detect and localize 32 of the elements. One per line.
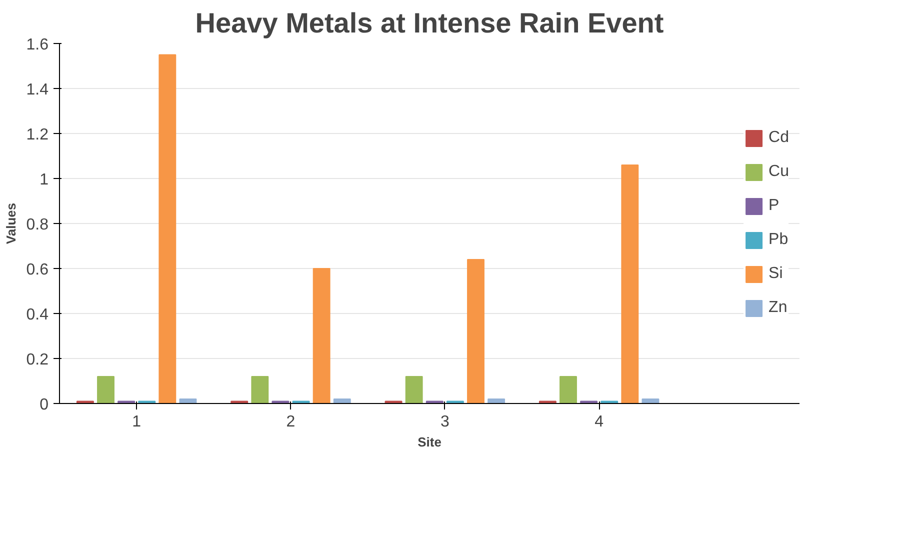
chart-title: Heavy Metals at Intense Rain Event xyxy=(195,8,664,38)
legend-label: P xyxy=(768,197,780,215)
bar xyxy=(97,376,114,404)
x-tick-label: 1 xyxy=(132,414,142,430)
y-tick-label: 0.2 xyxy=(26,352,49,368)
bar xyxy=(467,259,484,404)
y-tick-label: 0.4 xyxy=(26,306,49,324)
bar xyxy=(488,398,506,404)
legend-label: Zn xyxy=(768,299,788,317)
bar xyxy=(405,376,423,404)
y-tick-label: 1 xyxy=(40,172,49,188)
x-axis-title: Site xyxy=(418,434,442,450)
legend-label: Si xyxy=(768,265,784,283)
x-tick-label: 3 xyxy=(440,414,450,430)
legend-label: Cd xyxy=(768,129,789,147)
y-tick-label: 0 xyxy=(40,396,49,414)
y-tick-label: 0.8 xyxy=(26,216,49,234)
x-tick-label: 4 xyxy=(594,414,604,430)
y-tick-label: 1.2 xyxy=(26,126,49,144)
bar xyxy=(251,376,269,404)
y-tick-label: 0.6 xyxy=(26,262,49,278)
y-axis-title: Values xyxy=(3,202,18,244)
bar xyxy=(621,164,639,404)
y-tick-label: 1.4 xyxy=(26,82,49,98)
bar xyxy=(158,54,176,404)
y-tick-label: 1.6 xyxy=(26,36,49,54)
bar xyxy=(333,398,351,404)
x-tick-label: 2 xyxy=(286,414,296,430)
bar xyxy=(312,268,330,404)
bar xyxy=(560,376,577,404)
legend-label: Pb xyxy=(768,231,789,249)
legend-label: Cu xyxy=(768,163,789,181)
